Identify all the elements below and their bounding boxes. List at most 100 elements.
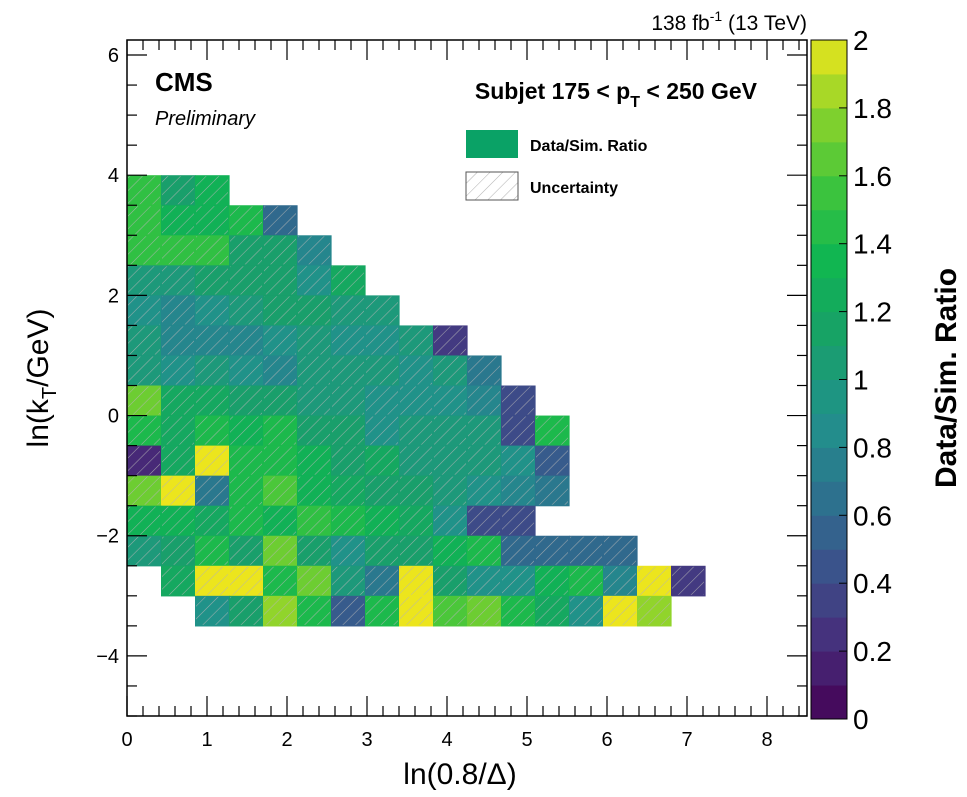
colorbar-segment [811, 40, 847, 75]
uncertainty-hatch [264, 536, 296, 565]
heatmap-cells [127, 175, 706, 627]
x-tick-label: 7 [681, 729, 692, 751]
uncertainty-hatch [570, 596, 602, 625]
colorbar-segment [811, 379, 847, 414]
uncertainty-hatch [400, 446, 432, 475]
uncertainty-hatch [264, 206, 296, 235]
uncertainty-hatch [298, 236, 330, 265]
uncertainty-hatch [264, 356, 296, 385]
colorbar-segment [811, 311, 847, 347]
uncertainty-hatch [230, 386, 262, 415]
uncertainty-hatch [502, 476, 534, 505]
uncertainty-hatch [366, 416, 398, 445]
plot-frame [126, 39, 808, 717]
uncertainty-hatch [468, 536, 500, 565]
uncertainty-hatch [128, 506, 160, 535]
uncertainty-hatch [264, 236, 296, 265]
uncertainty-hatch [196, 596, 228, 625]
uncertainty-hatch [468, 386, 500, 415]
uncertainty-hatch [128, 206, 160, 235]
uncertainty-hatch [298, 446, 330, 475]
y-axis-title-sub: T [39, 387, 61, 399]
uncertainty-hatch [434, 566, 466, 595]
uncertainty-hatch [366, 566, 398, 595]
preliminary-label: Preliminary [155, 108, 256, 130]
uncertainty-hatch [230, 566, 262, 595]
colorbar-segment [811, 209, 847, 245]
uncertainty-hatch [366, 446, 398, 475]
x-tick-label: 0 [121, 729, 132, 751]
uncertainty-hatch [468, 446, 500, 475]
uncertainty-hatch [332, 476, 364, 505]
uncertainty-hatch [162, 536, 194, 565]
uncertainty-hatch [332, 446, 364, 475]
uncertainty-hatch [434, 506, 466, 535]
uncertainty-hatch [298, 356, 330, 385]
lumi-base: 138 fb [651, 12, 709, 35]
colorbar-segment [811, 651, 847, 686]
uncertainty-hatch [196, 176, 228, 205]
colorbar-segment [811, 515, 847, 550]
uncertainty-hatch [570, 536, 602, 565]
x-axis-title: ln(0.8/Δ) [403, 758, 516, 791]
colorbar-tick-label: 2 [853, 25, 869, 56]
colorbar-segment [811, 73, 847, 109]
uncertainty-hatch [264, 596, 296, 625]
x-tick-label: 1 [201, 729, 212, 751]
uncertainty-hatch [196, 566, 228, 595]
uncertainty-hatch [128, 536, 160, 565]
uncertainty-hatch [128, 446, 160, 475]
uncertainty-hatch [400, 596, 432, 625]
uncertainty-hatch [264, 386, 296, 415]
uncertainty-hatch [400, 476, 432, 505]
colorbar-tick-label: 1.2 [853, 297, 892, 328]
uncertainty-hatch [468, 356, 500, 385]
uncertainty-hatch [400, 536, 432, 565]
uncertainty-hatch [196, 506, 228, 535]
uncertainty-hatch [230, 416, 262, 445]
uncertainty-hatch [230, 536, 262, 565]
colorbar-tick-label: 1.8 [853, 93, 892, 124]
legend-ratio-label: Data/Sim. Ratio [530, 138, 648, 155]
legend-uncertainty-label: Uncertainty [530, 180, 618, 197]
uncertainty-hatch [332, 506, 364, 535]
x-tick-label: 6 [601, 729, 612, 751]
uncertainty-hatch [230, 506, 262, 535]
uncertainty-hatch [162, 326, 194, 355]
uncertainty-hatch [468, 506, 500, 535]
x-tick-label: 3 [361, 729, 372, 751]
uncertainty-hatch [128, 266, 160, 295]
uncertainty-hatch [502, 386, 534, 415]
colorbar-tick-label: 0.2 [853, 636, 892, 667]
uncertainty-hatch [400, 566, 432, 595]
colorbar-tick-label: 0 [853, 704, 869, 735]
uncertainty-hatch [196, 416, 228, 445]
uncertainty-hatch [502, 566, 534, 595]
uncertainty-hatch [128, 386, 160, 415]
uncertainty-hatch [196, 206, 228, 235]
uncertainty-hatch [230, 206, 262, 235]
uncertainty-hatch [128, 476, 160, 505]
uncertainty-hatch [264, 296, 296, 325]
uncertainty-hatch [434, 386, 466, 415]
y-tick-labels: −4 −2 0 2 4 6 [96, 45, 119, 668]
selection-base: Subjet 175 < p [475, 78, 630, 104]
uncertainty-hatch [230, 596, 262, 625]
uncertainty-hatch [468, 476, 500, 505]
uncertainty-hatch [332, 356, 364, 385]
legend-ratio-swatch [466, 130, 518, 158]
uncertainty-hatch [162, 416, 194, 445]
uncertainty-hatch [604, 566, 636, 595]
uncertainty-hatch [434, 326, 466, 355]
uncertainty-hatch [230, 236, 262, 265]
colorbar-segment [811, 141, 847, 177]
uncertainty-hatch [264, 476, 296, 505]
colorbar-segment [811, 447, 847, 482]
uncertainty-hatch [230, 446, 262, 475]
uncertainty-hatch [332, 386, 364, 415]
uncertainty-hatch [264, 446, 296, 475]
uncertainty-hatch [434, 446, 466, 475]
uncertainty-hatch [196, 266, 228, 295]
uncertainty-hatch [196, 446, 228, 475]
